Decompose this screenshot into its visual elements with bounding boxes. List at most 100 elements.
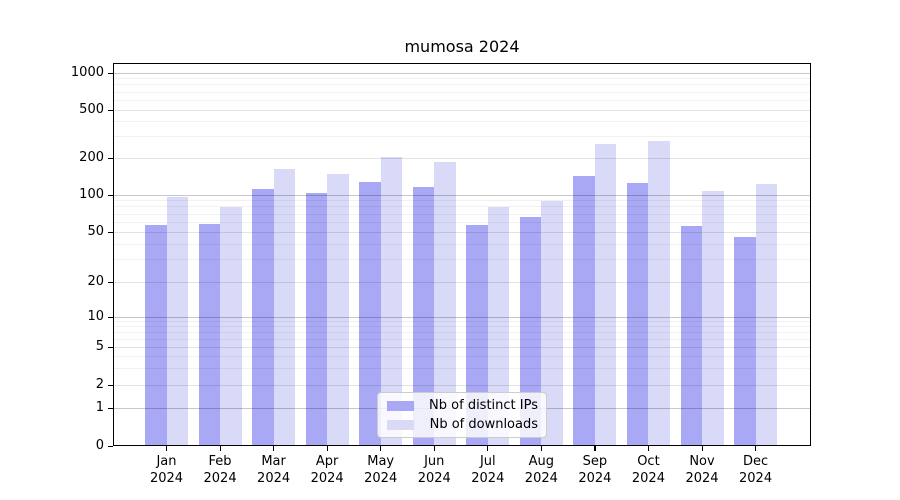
x-tick-label: Sep 2024	[578, 454, 612, 486]
x-tick-mark	[701, 446, 703, 451]
bar-ips-oct	[626, 183, 649, 446]
gridline	[113, 346, 811, 348]
bar-ips-jul	[466, 225, 488, 446]
x-tick-mark	[273, 446, 275, 451]
chart-title: mumosa 2024	[404, 37, 520, 56]
x-tick-mark	[594, 446, 596, 451]
y-tick-mark	[108, 445, 113, 447]
y-tick-mark	[108, 231, 113, 233]
y-tick-label: 0	[95, 438, 104, 453]
legend-item-distinct-ips: Nb of distinct IPs	[387, 398, 538, 414]
x-tick-mark	[219, 446, 221, 451]
x-tick-mark	[166, 446, 168, 451]
bar-downloads-nov	[702, 190, 724, 446]
x-tick-label: Jul 2024	[471, 454, 505, 486]
gridline	[113, 78, 811, 80]
bar-ips-may	[359, 181, 381, 446]
gridline	[113, 72, 811, 74]
y-tick-mark	[108, 407, 113, 409]
bar-downloads-jan	[166, 196, 188, 446]
y-tick-mark	[108, 384, 113, 386]
legend-swatch-distinct-ips	[387, 400, 414, 411]
gridline	[113, 91, 811, 93]
legend-label-downloads: Nb of downloads	[429, 416, 538, 432]
y-tick-label: 1000	[70, 65, 104, 80]
gridline	[113, 121, 811, 123]
gridline	[113, 316, 811, 318]
bar-downloads-feb	[220, 206, 242, 446]
y-tick-label: 1	[95, 400, 104, 415]
x-tick-label: Jan 2024	[149, 454, 184, 486]
x-tick-label: Aug 2024	[524, 454, 558, 486]
y-tick-mark	[108, 346, 113, 348]
y-tick-label: 5	[95, 339, 104, 354]
gridline	[113, 206, 811, 208]
x-tick-label: Jun 2024	[417, 454, 451, 486]
gridline	[113, 84, 811, 86]
bar-downloads-oct	[648, 141, 670, 446]
y-tick-label: 100	[79, 187, 104, 202]
bar-ips-nov	[680, 225, 702, 446]
gridline	[113, 331, 811, 333]
y-tick-label: 500	[79, 102, 104, 117]
gridline	[113, 221, 811, 223]
gridline	[113, 367, 811, 369]
x-tick-label: May 2024	[364, 454, 398, 486]
gridline	[113, 259, 811, 261]
y-tick-mark	[108, 281, 113, 283]
x-tick-label: Feb 2024	[203, 454, 237, 486]
gridline	[113, 200, 811, 202]
gridline	[113, 281, 811, 283]
x-tick-mark	[647, 446, 650, 451]
bar-ips-feb	[198, 224, 221, 446]
bar-downloads-jun	[434, 162, 456, 446]
bar-downloads-aug	[541, 200, 563, 446]
bar-ips-mar	[252, 188, 274, 446]
bar-downloads-may	[380, 156, 403, 446]
legend: Nb of distinct IPs Nb of downloads	[377, 392, 547, 438]
x-tick-label: Apr 2024	[310, 454, 344, 486]
x-tick-label: Nov 2024	[685, 454, 719, 486]
gridline	[113, 243, 811, 245]
bar-downloads-dec	[755, 183, 778, 446]
y-tick-mark	[108, 157, 113, 159]
y-tick-label: 2	[95, 377, 104, 392]
y-tick-label: 10	[87, 309, 104, 324]
gridline	[113, 338, 811, 340]
bar-downloads-mar	[273, 169, 296, 446]
gridline	[113, 213, 811, 215]
gridline	[113, 194, 811, 196]
x-tick-mark	[540, 446, 543, 451]
bar-ips-aug	[519, 217, 542, 446]
y-tick-mark	[108, 194, 113, 196]
bar-downloads-apr	[327, 174, 349, 446]
gridline	[113, 231, 811, 233]
gridline	[113, 321, 811, 323]
gridline	[113, 384, 811, 386]
legend-swatch-downloads	[387, 419, 414, 430]
y-tick-mark	[108, 72, 113, 74]
bar-ips-jan	[145, 225, 167, 446]
x-tick-mark	[755, 446, 757, 451]
x-tick-mark	[380, 446, 382, 451]
x-tick-mark	[487, 446, 489, 451]
bar-ips-apr	[305, 192, 328, 446]
x-tick-label: Mar 2024	[257, 454, 291, 486]
gridline	[113, 109, 811, 111]
gridline	[113, 99, 811, 101]
gridline	[113, 136, 811, 138]
legend-label-distinct-ips: Nb of distinct IPs	[429, 397, 538, 413]
gridline	[113, 355, 811, 357]
bar-ips-dec	[734, 236, 756, 446]
legend-item-downloads: Nb of downloads	[387, 417, 538, 433]
gridline	[113, 157, 811, 159]
bar-ips-sep	[573, 175, 595, 446]
x-tick-mark	[326, 446, 328, 451]
y-tick-mark	[108, 109, 113, 111]
bar-downloads-sep	[594, 144, 617, 446]
bar-downloads-jul	[487, 206, 510, 446]
y-tick-label: 50	[87, 224, 104, 239]
bar-ips-jun	[412, 187, 435, 446]
y-tick-label: 200	[79, 150, 104, 165]
